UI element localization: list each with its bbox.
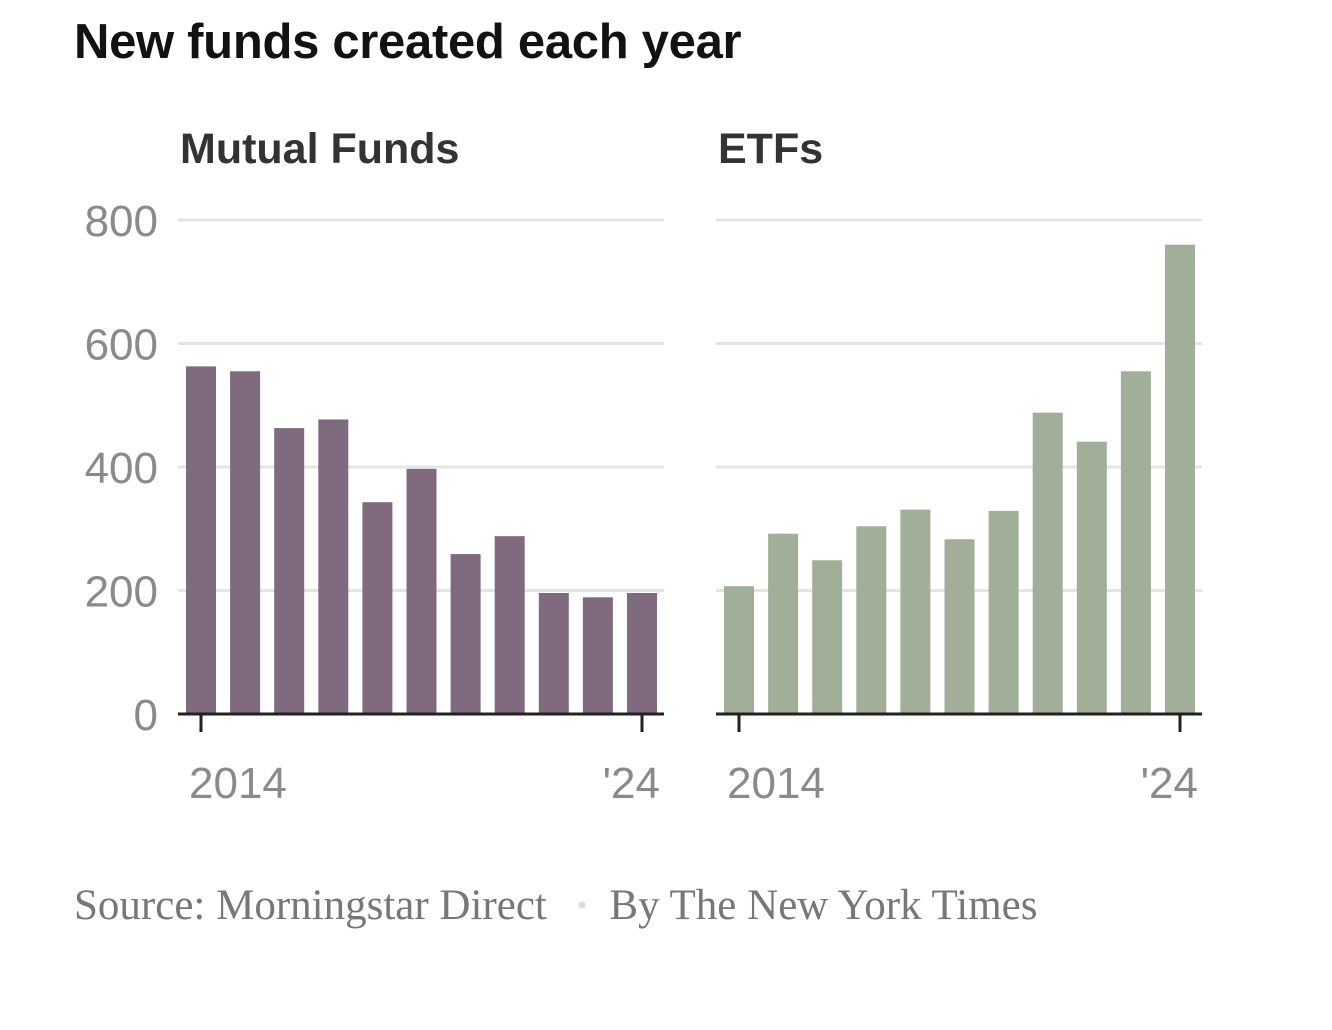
chart-title: New funds created each year: [74, 15, 742, 69]
bar: [812, 560, 843, 714]
panel-title-mutual-funds: Mutual Funds: [180, 125, 459, 173]
x-tick-label: 2014: [727, 759, 825, 808]
source-note: Source: Morningstar Direct • By The New Yo…: [74, 878, 1174, 934]
x-tick-label: '24: [1141, 759, 1198, 808]
y-tick-label: 200: [85, 568, 158, 617]
bar: [450, 554, 481, 714]
panel-title-etfs: ETFs: [718, 125, 823, 173]
bar: [318, 419, 349, 714]
y-tick-label: 600: [85, 321, 158, 370]
y-tick-label: 800: [85, 197, 158, 246]
source-text: Source: Morningstar Direct: [74, 882, 547, 929]
bar: [186, 366, 216, 714]
bar: [1076, 441, 1107, 714]
bar: [538, 592, 569, 714]
bar: [988, 510, 1019, 714]
bar: [274, 428, 305, 714]
y-tick-label: 400: [85, 444, 158, 493]
bar: [627, 592, 657, 714]
bar: [1032, 412, 1063, 714]
separator-dot: •: [576, 889, 588, 922]
x-tick-label: '24: [603, 759, 660, 808]
bar: [406, 468, 437, 714]
bar: [494, 536, 525, 714]
bar: [768, 533, 799, 714]
bar: [230, 371, 261, 714]
bar: [944, 539, 975, 714]
bar: [362, 502, 393, 714]
y-tick-label: 0: [134, 691, 158, 740]
bar: [856, 526, 887, 714]
bar: [900, 509, 931, 714]
x-tick-label: 2014: [189, 759, 287, 808]
bar: [1120, 371, 1151, 714]
bar: [582, 597, 613, 714]
bar: [1165, 244, 1195, 714]
chart: 0 200 400 600 800 Mutual Funds 2014 '24 ETFs 2014…: [85, 125, 1202, 808]
credit-text: By The New York Times: [609, 882, 1038, 929]
bar: [724, 586, 754, 714]
